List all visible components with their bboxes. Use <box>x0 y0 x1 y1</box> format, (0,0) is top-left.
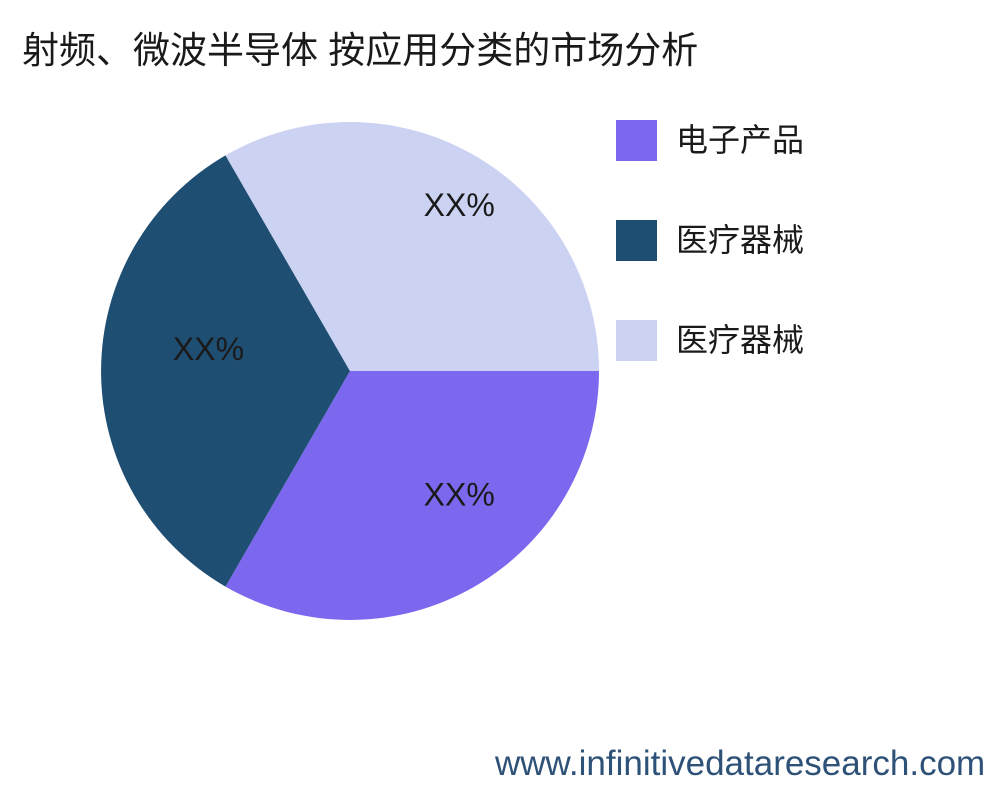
svg-text:XX%: XX% <box>424 477 495 513</box>
svg-text:XX%: XX% <box>424 187 495 223</box>
svg-text:XX%: XX% <box>173 331 244 367</box>
